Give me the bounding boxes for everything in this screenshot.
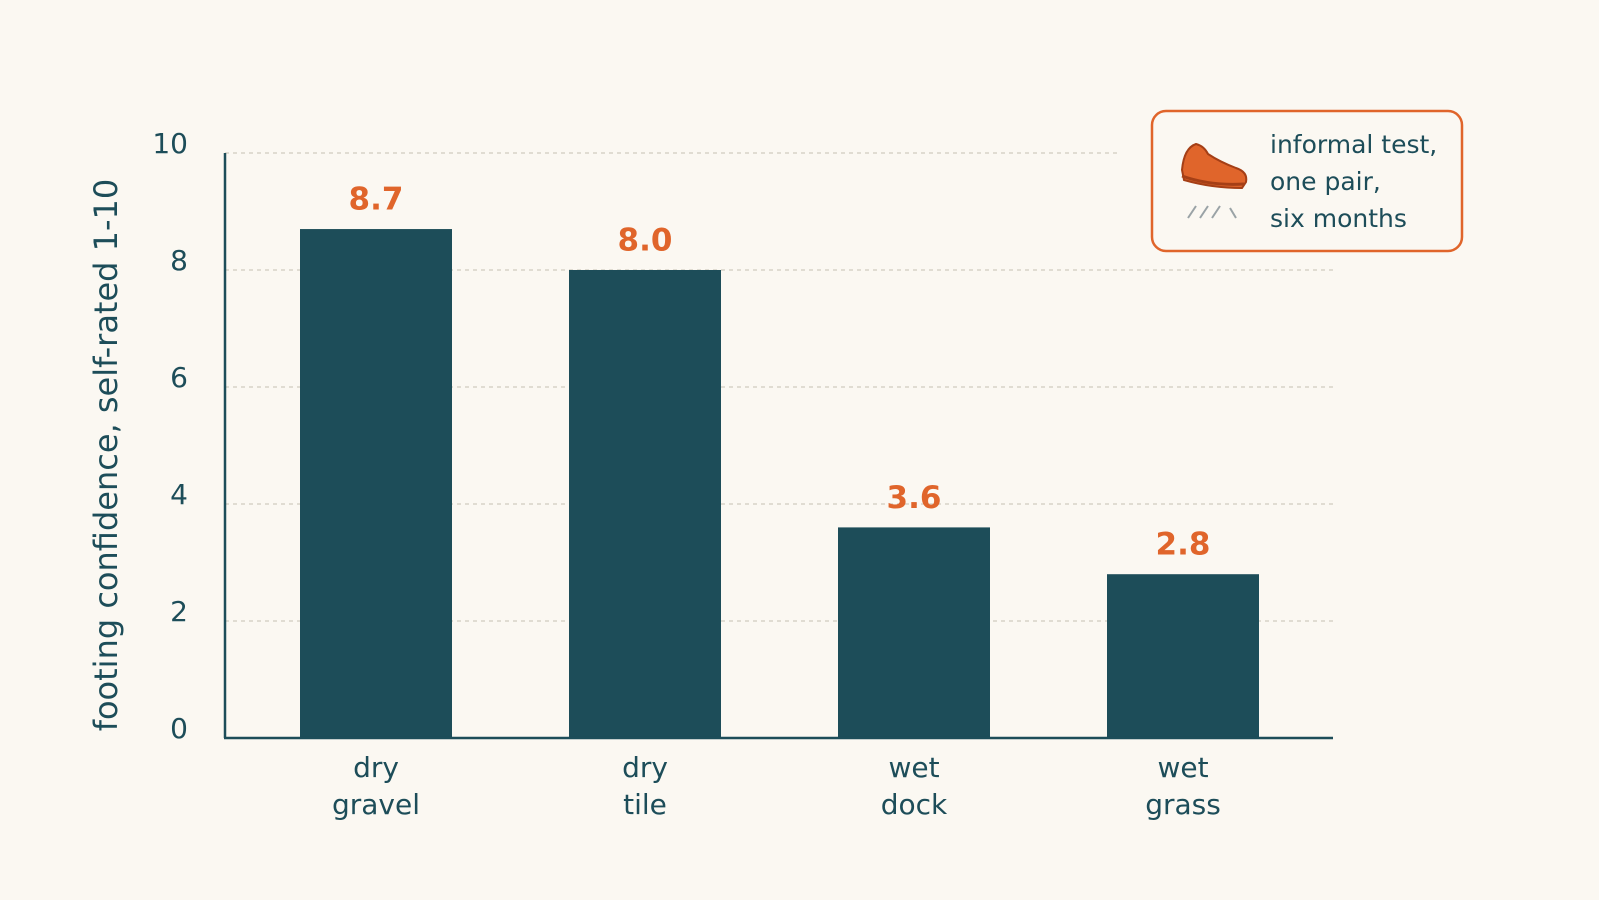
x-tick-label: dry tile (622, 751, 668, 821)
bar (838, 527, 990, 738)
y-tick-label: 4 (170, 478, 188, 511)
value-label: 2.8 (1156, 527, 1211, 563)
x-tick-label: dry gravel (332, 751, 420, 821)
bar (300, 229, 452, 739)
y-axis-label: footing confidence, self-rated 1-10 (87, 179, 125, 732)
bar (569, 270, 721, 738)
value-label: 3.6 (887, 480, 942, 516)
value-label: 8.7 (349, 182, 404, 218)
shoe-icon (1180, 142, 1248, 219)
y-tick-label: 8 (170, 244, 188, 277)
x-tick-label: wet grass (1145, 751, 1221, 821)
y-tick-label: 2 (170, 595, 188, 628)
annotation-text: informal test, (1270, 130, 1437, 159)
annotation-text: one pair, (1270, 167, 1381, 196)
x-tick-label: wet dock (881, 751, 948, 821)
annotation-box (1150, 109, 1464, 253)
y-tick-label: 6 (170, 361, 188, 394)
annotation: informal test, one pair, six months (1150, 109, 1464, 253)
annotation-text: six months (1270, 204, 1407, 233)
value-label: 8.0 (618, 223, 673, 259)
y-tick-label: 10 (152, 127, 188, 160)
bar (1107, 574, 1259, 738)
y-tick-label: 0 (170, 712, 188, 745)
